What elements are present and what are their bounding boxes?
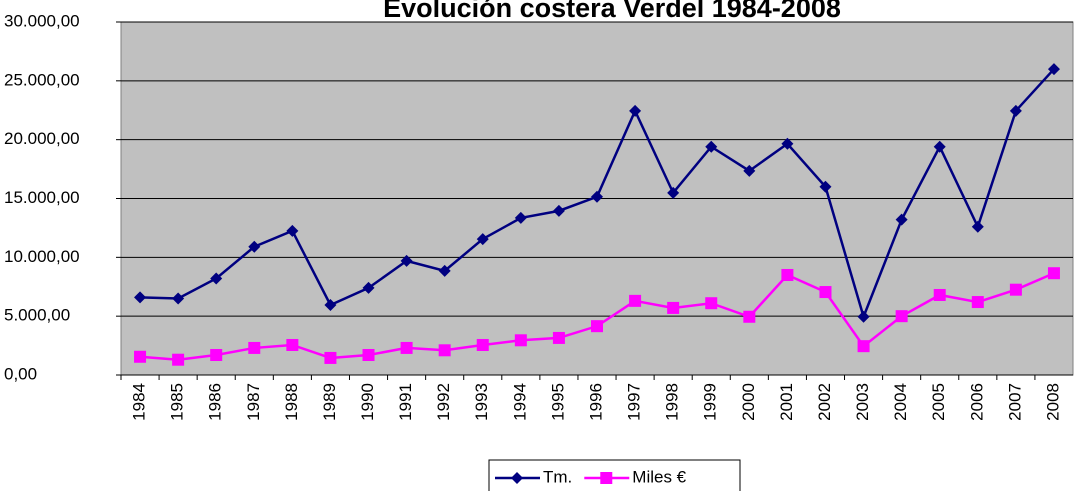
- point: [476, 338, 489, 351]
- x-tick-label: 2002: [815, 383, 834, 421]
- point: [1047, 267, 1060, 280]
- point: [438, 264, 451, 277]
- point: [591, 190, 603, 203]
- point: [857, 340, 870, 353]
- point: [210, 272, 223, 285]
- point: [511, 472, 523, 484]
- point: [248, 240, 261, 253]
- point: [1009, 104, 1022, 117]
- point: [286, 338, 299, 351]
- point: [667, 301, 680, 314]
- point: [819, 180, 832, 193]
- point: [629, 294, 642, 307]
- point: [172, 292, 185, 305]
- point: [591, 320, 603, 333]
- x-tick-label: 2007: [1005, 383, 1024, 421]
- x-tick-label: 1987: [244, 383, 263, 421]
- x-tick-label: 1993: [472, 383, 491, 421]
- legend-label: Tm.: [543, 467, 572, 486]
- point: [1047, 63, 1060, 76]
- point: [324, 351, 337, 364]
- point: [857, 310, 870, 323]
- point: [400, 341, 413, 354]
- point: [514, 211, 527, 224]
- point: [781, 137, 794, 150]
- chart-title: Evolución costera Verdel 1984-2008: [383, 0, 841, 23]
- x-tick-label: 2006: [967, 383, 986, 421]
- x-tick-label: 1994: [510, 383, 529, 421]
- x-tick-label: 1995: [548, 383, 567, 421]
- point: [781, 268, 794, 281]
- x-tick-label: 2004: [891, 383, 910, 421]
- y-tick-label: 25.000,00: [4, 70, 80, 89]
- x-tick-label: 1999: [701, 383, 720, 421]
- point: [172, 353, 185, 366]
- x-tick-label: 1992: [434, 383, 453, 421]
- x-tick-label: 1988: [282, 383, 301, 421]
- x-tick-label: 1989: [320, 383, 339, 421]
- point: [210, 348, 223, 361]
- x-tick-label: 2005: [929, 383, 948, 421]
- x-tick-label: 2000: [739, 383, 758, 421]
- y-tick-label: 10.000,00: [4, 247, 80, 266]
- point: [552, 331, 565, 344]
- point: [895, 310, 908, 323]
- point: [971, 220, 984, 233]
- point: [933, 140, 946, 153]
- x-tick-label: 2003: [853, 383, 872, 421]
- x-tick-label: 1990: [358, 383, 377, 421]
- point: [134, 350, 147, 363]
- y-tick-label: 5.000,00: [4, 306, 70, 325]
- point: [134, 291, 147, 304]
- point: [476, 233, 489, 246]
- point: [514, 334, 527, 347]
- point: [819, 286, 832, 299]
- x-tick-label: 1997: [625, 383, 644, 421]
- point: [895, 213, 908, 226]
- legend-label: Miles €: [632, 467, 686, 486]
- point: [1009, 283, 1022, 296]
- point: [971, 296, 984, 309]
- x-tick-label: 1986: [206, 383, 225, 421]
- x-tick-label: 2008: [1043, 383, 1062, 421]
- point: [324, 298, 337, 311]
- point: [705, 297, 718, 310]
- x-tick-label: 2001: [777, 383, 796, 421]
- point: [362, 348, 375, 361]
- point: [286, 224, 299, 237]
- point: [705, 140, 718, 153]
- y-tick-label: 0,00: [4, 364, 37, 383]
- y-tick-label: 15.000,00: [4, 188, 80, 207]
- point: [362, 281, 375, 294]
- point: [400, 254, 413, 267]
- point: [629, 104, 642, 117]
- point: [552, 204, 565, 217]
- point: [248, 341, 261, 354]
- y-tick-label: 30.000,00: [4, 11, 80, 30]
- point: [743, 310, 756, 323]
- x-tick-label: 1984: [130, 383, 149, 421]
- x-tick-label: 1996: [586, 383, 605, 421]
- point: [743, 164, 756, 177]
- legend-box: [488, 459, 741, 491]
- x-tick-label: 1991: [396, 383, 415, 421]
- x-tick-label: 1998: [663, 383, 682, 421]
- y-tick-label: 20.000,00: [4, 129, 80, 148]
- point: [933, 288, 946, 301]
- point: [438, 344, 451, 357]
- legend: Tm. Miles €: [488, 459, 741, 491]
- x-tick-label: 1985: [168, 383, 187, 421]
- point: [667, 186, 680, 199]
- point: [600, 472, 613, 484]
